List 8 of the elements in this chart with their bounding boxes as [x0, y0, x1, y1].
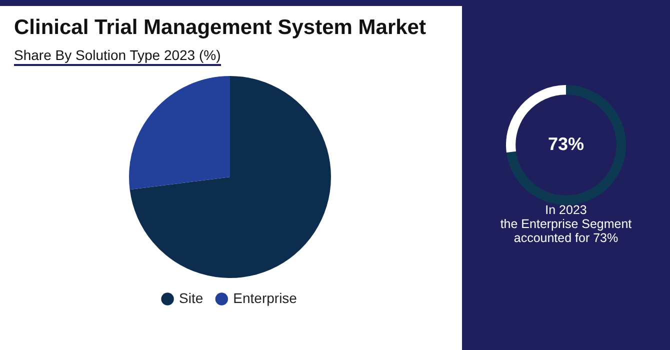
legend-label: Enterprise — [233, 290, 298, 306]
text: the Enterprise Segment — [499, 217, 633, 231]
chart-title: Clinical Trial Management System Market — [14, 16, 426, 40]
legend-label: Site — [179, 290, 204, 306]
text: In 2023 — [544, 203, 588, 217]
data-label: 73% — [548, 134, 584, 154]
text: accounted for 73% — [512, 231, 620, 245]
chart-subtitle: Share By Solution Type 2023 (%) — [14, 47, 221, 66]
